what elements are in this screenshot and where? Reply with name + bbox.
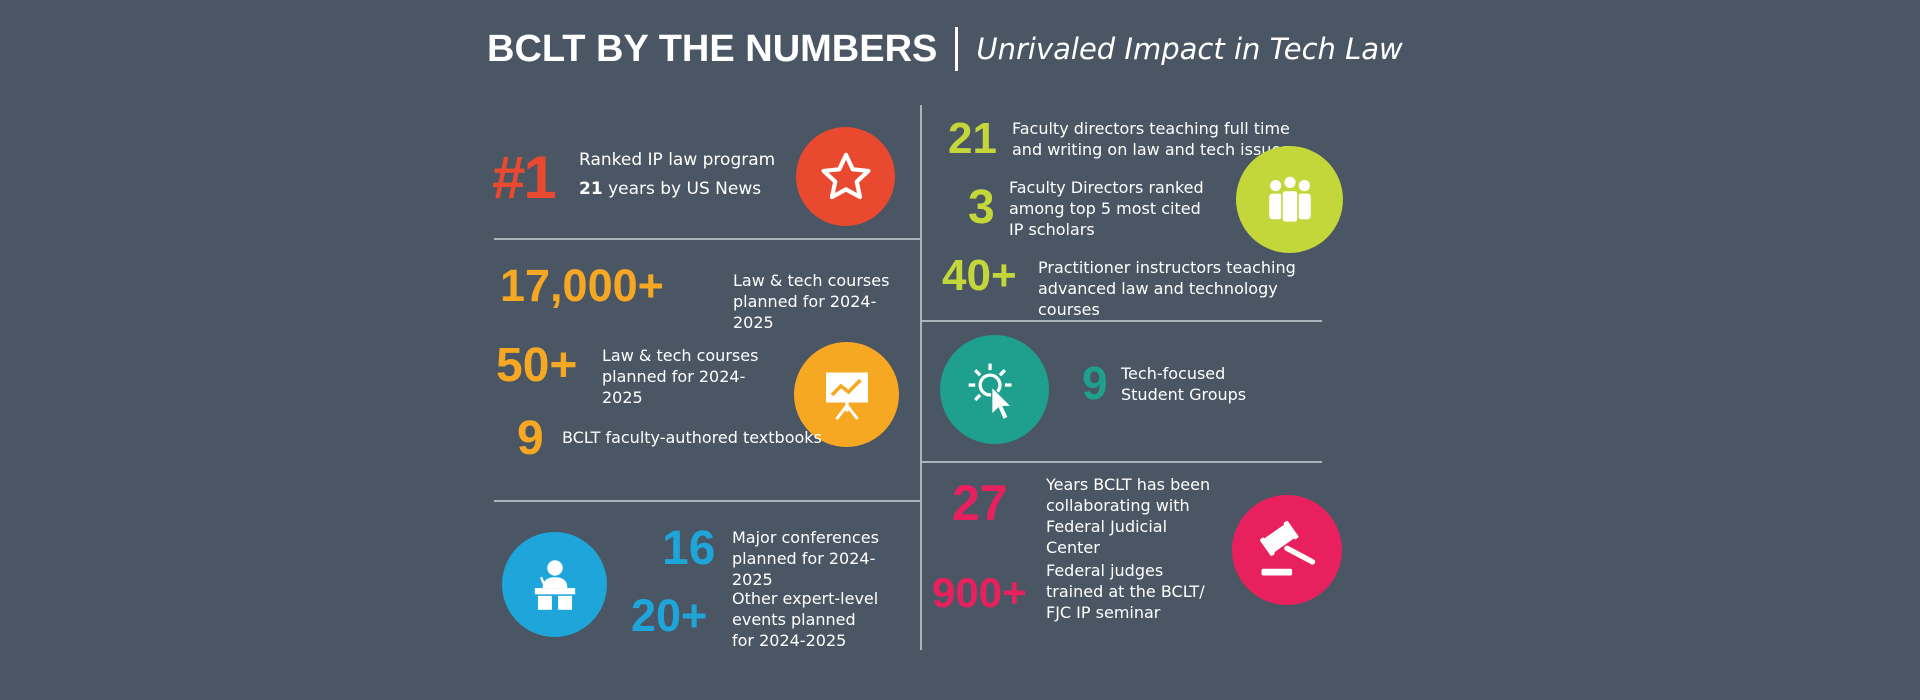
courses-number: 50+ — [496, 339, 578, 392]
ranked-line1: Ranked IP law program — [579, 150, 776, 170]
events-number: 20+ — [631, 590, 708, 641]
top-cited-description: Faculty Directors ranked among top 5 mos… — [1009, 178, 1204, 239]
ranked-years-text: years by US News — [602, 179, 762, 199]
page-subtitle: Unrivaled Impact in Tech Law — [976, 32, 1403, 66]
judges-description: Federal judges trained at the BCLT/ FJC … — [1046, 561, 1205, 622]
student-groups-description: Tech-focused Student Groups — [1121, 364, 1247, 404]
courses-total-number: 17,000+ — [500, 260, 664, 311]
speaker-podium-icon — [502, 532, 607, 637]
right-divider-2 — [922, 461, 1322, 463]
star-icon — [796, 127, 895, 226]
presentation-board-icon — [794, 342, 899, 447]
right-divider-1 — [922, 320, 1322, 322]
textbooks-description: BCLT faculty-authored textbooks — [562, 428, 822, 447]
conferences-number: 16 — [662, 522, 716, 575]
left-divider-1 — [494, 238, 920, 240]
events-description: Other expert-level events planned for 20… — [732, 589, 879, 650]
cursor-click-icon — [940, 335, 1049, 444]
fjc-years-description: Years BCLT has been collaborating with F… — [1046, 475, 1211, 557]
people-group-icon — [1236, 146, 1343, 253]
ranked-line2: 21 years by US News — [579, 175, 779, 204]
header: BCLT BY THE NUMBERS Unrivaled Impact in … — [487, 22, 1403, 76]
page-title: BCLT BY THE NUMBERS — [487, 27, 938, 70]
center-divider — [920, 105, 922, 650]
gavel-icon — [1232, 495, 1342, 605]
courses-description: Law & tech courses planned for 2024-2025 — [602, 346, 759, 407]
ranked-number: #1 — [492, 144, 557, 211]
courses-total-description: Law & tech courses planned for 2024-2025 — [733, 271, 890, 332]
conferences-description: Major conferences planned for 2024-2025 — [732, 528, 879, 589]
textbooks-number: 9 — [517, 412, 544, 465]
fjc-years-number: 27 — [952, 475, 1008, 531]
left-divider-2 — [494, 500, 920, 502]
practitioners-number: 40+ — [942, 251, 1017, 300]
faculty-directors-description: Faculty directors teaching full time and… — [1012, 119, 1290, 159]
ranked-description: Ranked IP law program 21 years by US New… — [579, 146, 779, 204]
student-groups-number: 9 — [1082, 357, 1108, 409]
ranked-years: 21 — [579, 179, 603, 199]
top-cited-number: 3 — [968, 181, 995, 234]
judges-number: 900+ — [932, 569, 1027, 616]
title-divider — [955, 27, 959, 71]
practitioners-description: Practitioner instructors teaching advanc… — [1038, 258, 1296, 319]
faculty-directors-number: 21 — [948, 114, 997, 163]
